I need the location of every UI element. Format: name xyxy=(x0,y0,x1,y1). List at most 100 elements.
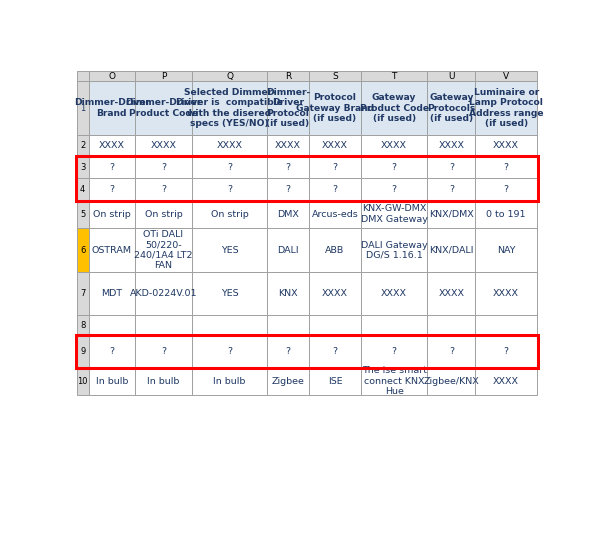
Text: Selected Dimmer-
Driver is  compatible
with the disered
specs (YES/NO): Selected Dimmer- Driver is compatible wi… xyxy=(176,88,283,128)
Text: ?: ? xyxy=(332,163,338,172)
Text: S: S xyxy=(332,72,338,80)
Bar xyxy=(475,228,537,272)
Text: In bulb: In bulb xyxy=(95,377,128,386)
Text: ?: ? xyxy=(449,184,454,194)
Bar xyxy=(134,336,192,367)
Text: ?: ? xyxy=(332,184,338,194)
Text: On strip: On strip xyxy=(93,210,131,219)
Text: DALI Gateway
DG/S 1.16.1: DALI Gateway DG/S 1.16.1 xyxy=(361,240,427,260)
Text: 1: 1 xyxy=(80,104,85,113)
Bar xyxy=(427,178,475,200)
Bar xyxy=(134,315,192,336)
Bar xyxy=(77,81,89,135)
Bar xyxy=(361,200,427,228)
Bar xyxy=(77,135,89,157)
Bar xyxy=(192,135,267,157)
Text: DALI: DALI xyxy=(277,246,299,255)
Text: ?: ? xyxy=(392,163,397,172)
Bar xyxy=(427,336,475,367)
Bar xyxy=(427,315,475,336)
Bar xyxy=(267,135,309,157)
Bar xyxy=(475,200,537,228)
Text: MDT: MDT xyxy=(101,289,122,298)
Text: ABB: ABB xyxy=(325,246,344,255)
Text: ?: ? xyxy=(227,347,232,356)
Text: Gateway
Product Code
(if used): Gateway Product Code (if used) xyxy=(359,93,429,123)
Bar xyxy=(192,228,267,272)
Bar xyxy=(89,200,134,228)
Bar xyxy=(134,178,192,200)
Text: XXXX: XXXX xyxy=(322,289,348,298)
Text: XXXX: XXXX xyxy=(217,142,242,150)
Bar xyxy=(475,272,537,315)
Text: XXXX: XXXX xyxy=(322,142,348,150)
Text: ?: ? xyxy=(332,347,338,356)
Bar xyxy=(267,81,309,135)
Bar xyxy=(77,71,89,81)
Bar xyxy=(309,71,361,81)
Bar xyxy=(267,71,309,81)
Bar xyxy=(475,157,537,178)
Text: ISE: ISE xyxy=(328,377,343,386)
Bar xyxy=(427,135,475,157)
Bar xyxy=(361,228,427,272)
Text: R: R xyxy=(285,72,291,80)
Text: OTi DALI
50/220-
240/1A4 LT2
FAN: OTi DALI 50/220- 240/1A4 LT2 FAN xyxy=(134,230,193,270)
Bar xyxy=(89,81,134,135)
Bar xyxy=(192,81,267,135)
Text: KNX-GW-DMX
DMX Gateway: KNX-GW-DMX DMX Gateway xyxy=(361,204,428,224)
Text: V: V xyxy=(503,72,509,80)
Bar xyxy=(192,200,267,228)
Bar xyxy=(361,272,427,315)
Bar xyxy=(89,272,134,315)
Bar xyxy=(134,367,192,395)
Text: Q: Q xyxy=(226,72,233,80)
Bar xyxy=(309,367,361,395)
Bar xyxy=(192,157,267,178)
Bar xyxy=(267,367,309,395)
Text: On strip: On strip xyxy=(145,210,182,219)
Text: 2: 2 xyxy=(80,142,85,150)
Text: Gateway
Protocols
(if used): Gateway Protocols (if used) xyxy=(427,93,475,123)
Text: ?: ? xyxy=(286,184,290,194)
Text: ?: ? xyxy=(449,347,454,356)
Bar xyxy=(77,272,89,315)
Bar xyxy=(427,157,475,178)
Text: XXXX: XXXX xyxy=(381,289,407,298)
Text: XXXX: XXXX xyxy=(439,142,464,150)
Bar xyxy=(134,200,192,228)
Bar xyxy=(192,367,267,395)
Text: ?: ? xyxy=(503,163,509,172)
Text: XXXX: XXXX xyxy=(493,142,519,150)
Bar xyxy=(134,272,192,315)
Text: XXXX: XXXX xyxy=(275,142,301,150)
Text: Zigbee/KNX: Zigbee/KNX xyxy=(424,377,479,386)
Text: 8: 8 xyxy=(80,321,85,330)
Text: ?: ? xyxy=(109,347,115,356)
Bar xyxy=(76,335,538,367)
Bar xyxy=(89,315,134,336)
Text: KNX: KNX xyxy=(278,289,298,298)
Text: T: T xyxy=(391,72,397,80)
Text: ?: ? xyxy=(109,163,115,172)
Text: The ise smart
connect KNX
Hue: The ise smart connect KNX Hue xyxy=(362,366,427,396)
Text: 9: 9 xyxy=(80,347,85,356)
Bar xyxy=(192,315,267,336)
Bar xyxy=(77,200,89,228)
Text: YES: YES xyxy=(221,289,238,298)
Text: Dimmer-Driver
Brand: Dimmer-Driver Brand xyxy=(74,98,150,118)
Bar xyxy=(89,157,134,178)
Bar xyxy=(309,272,361,315)
Text: O: O xyxy=(108,72,115,80)
Text: ?: ? xyxy=(109,184,115,194)
Text: KNX/DALI: KNX/DALI xyxy=(429,246,473,255)
Text: KNX/DMX: KNX/DMX xyxy=(429,210,474,219)
Bar xyxy=(427,200,475,228)
Bar xyxy=(89,71,134,81)
Text: NAY: NAY xyxy=(497,246,515,255)
Bar xyxy=(475,367,537,395)
Bar xyxy=(309,135,361,157)
Text: P: P xyxy=(161,72,166,80)
Text: XXXX: XXXX xyxy=(151,142,176,150)
Text: Dimmer-
Driver
Protocol
(if used): Dimmer- Driver Protocol (if used) xyxy=(266,88,310,128)
